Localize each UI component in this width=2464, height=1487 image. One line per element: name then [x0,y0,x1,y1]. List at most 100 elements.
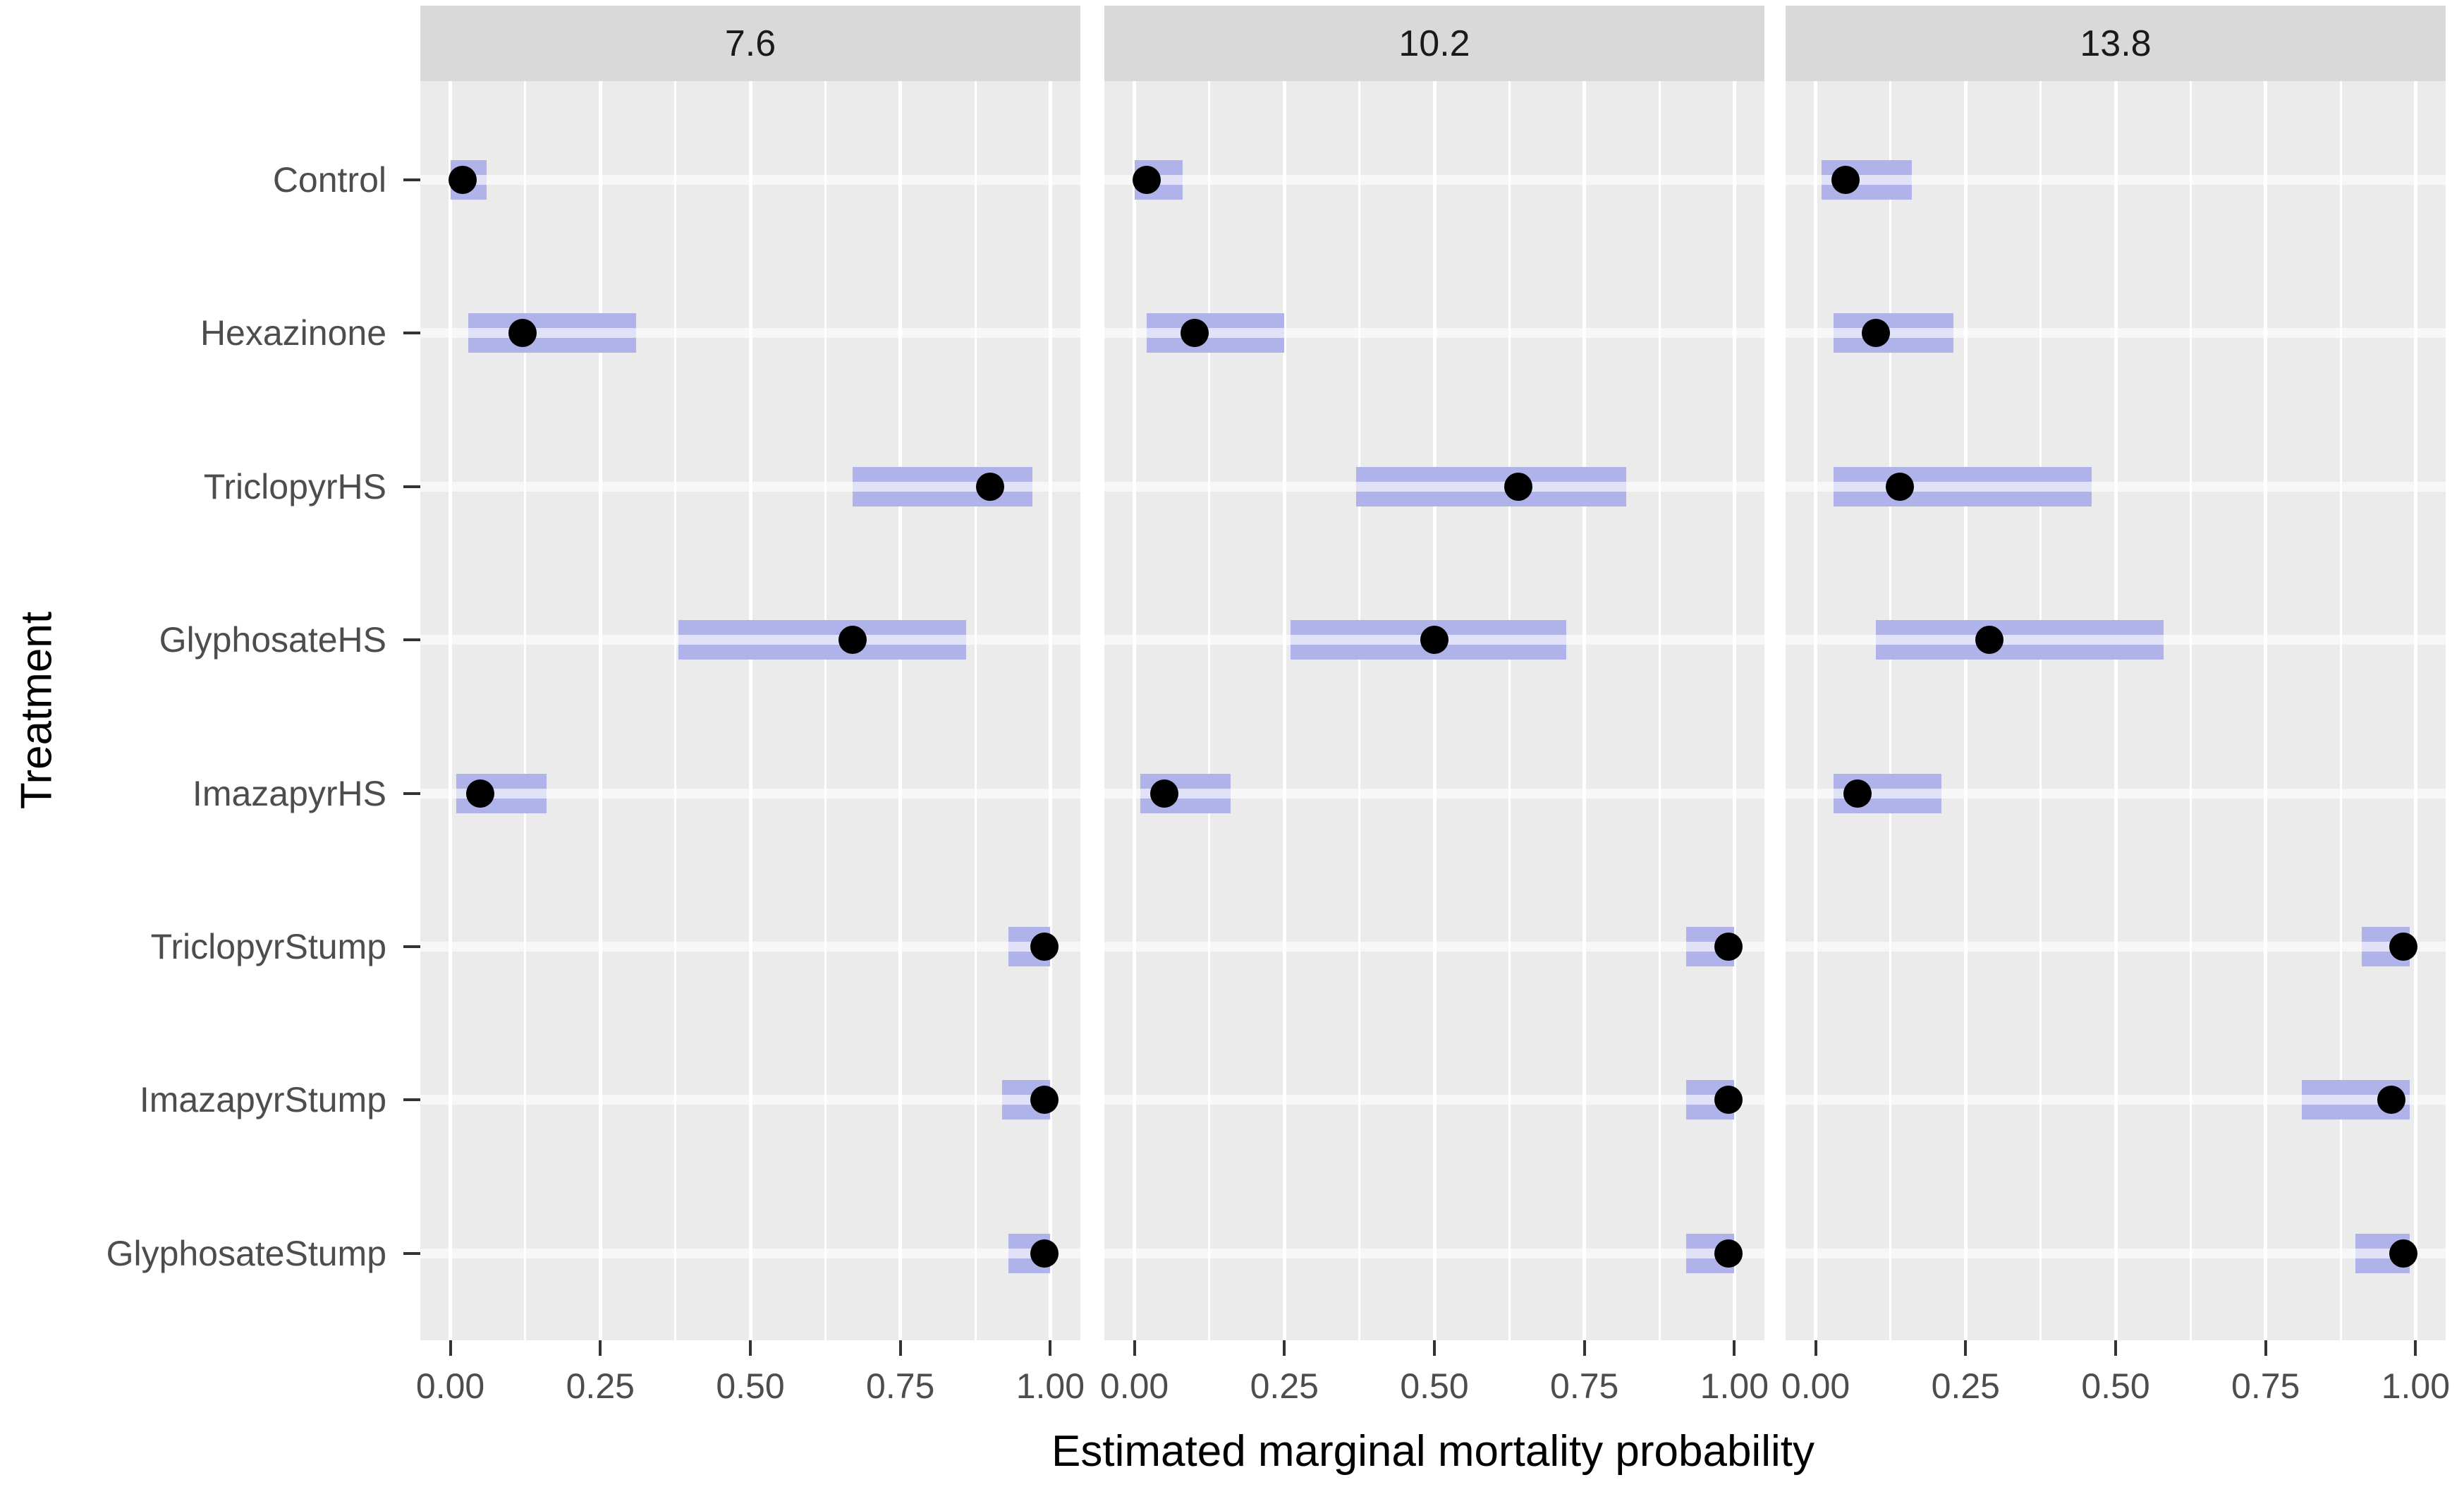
x-tick-mark [1433,1340,1436,1356]
estimate-point [1975,626,2004,655]
x-tick-mark [1049,1340,1052,1356]
y-tick-mark [403,178,420,181]
minor-gridline [2039,81,2042,1340]
x-tick-mark [1814,1340,1817,1356]
y-tick-label: GlyphosateStump [106,1233,386,1273]
row-reference-line [420,328,1080,339]
y-tick-label: TriclopyrHS [203,466,386,506]
row-reference-line [420,788,1080,799]
y-tick-label: Hexazinone [200,313,386,353]
facet-label: 10.2 [1398,23,1470,64]
estimate-point [1420,626,1448,655]
row-reference-line [1104,942,1764,952]
x-tick-label: 1.00 [2381,1366,2451,1406]
panel [1786,81,2446,1340]
minor-gridline [1208,81,1211,1340]
major-gridline [2264,81,2268,1340]
y-tick-mark [403,332,420,335]
x-tick-mark [1582,1340,1586,1356]
estimate-point [976,472,1005,501]
major-gridline [1133,81,1137,1340]
major-gridline [1963,81,1968,1340]
x-tick-mark [1133,1340,1136,1356]
major-gridline [748,81,752,1340]
minor-gridline [1358,81,1361,1340]
x-tick-label: 0.00 [415,1366,485,1406]
x-tick-mark [599,1340,602,1356]
panel [1104,81,1764,1340]
major-gridline [1582,81,1587,1340]
estimate-point [1831,166,1860,194]
panel [420,81,1080,1340]
x-tick-mark [2114,1340,2117,1356]
row-reference-line [1786,942,2446,952]
x-tick-mark [898,1340,902,1356]
facet-strip: 10.2 [1104,6,1764,81]
minor-gridline [1658,81,1661,1340]
row-reference-line [420,1095,1080,1105]
estimate-point [1132,166,1161,194]
row-reference-line [420,942,1080,952]
row-reference-line [1786,328,2446,339]
x-tick-label: 0.50 [716,1366,785,1406]
major-gridline [1432,81,1437,1340]
minor-gridline [824,81,827,1340]
row-reference-line [1786,1248,2446,1258]
x-tick-label: 0.00 [1781,1366,1850,1406]
row-reference-line [420,481,1080,492]
estimate-point [1714,1239,1743,1268]
major-gridline [2413,81,2417,1340]
major-gridline [1048,81,1052,1340]
x-tick-mark [1733,1340,1736,1356]
estimate-point [1861,319,1890,348]
estimate-point [1504,472,1533,501]
estimate-point [2389,933,2418,961]
row-reference-line [1104,175,1764,185]
major-gridline [1814,81,1818,1340]
minor-gridline [524,81,527,1340]
row-reference-line [1104,1248,1764,1258]
x-tick-mark [2264,1340,2267,1356]
estimate-point [1714,933,1743,961]
x-axis-title: Estimated marginal mortality probability [1051,1427,1815,1476]
major-gridline [2114,81,2118,1340]
minor-gridline [2339,81,2342,1340]
major-gridline [598,81,602,1340]
major-gridline [898,81,903,1340]
row-reference-line [1104,481,1764,492]
minor-gridline [1889,81,1892,1340]
facet-strip: 7.6 [420,6,1080,81]
estimate-point [1030,933,1059,961]
estimate-point [1885,472,1914,501]
row-reference-line [1104,1095,1764,1105]
row-reference-line [1786,481,2446,492]
y-tick-label: TriclopyrStump [150,927,386,966]
estimate-point [1030,1239,1059,1268]
x-tick-label: 0.50 [1400,1366,1469,1406]
facet-label: 7.6 [724,23,776,64]
major-gridline [1732,81,1736,1340]
estimate-point [448,166,477,194]
y-tick-mark [403,1098,420,1102]
x-tick-label: 1.00 [1700,1366,1769,1406]
row-reference-line [1104,328,1764,339]
estimate-point [2377,1086,2406,1115]
y-tick-label: ImazapyrHS [192,773,386,813]
facet-label: 13.8 [2080,23,2152,64]
row-reference-line [420,175,1080,185]
y-tick-mark [403,485,420,488]
y-tick-mark [403,1251,420,1255]
y-tick-mark [403,791,420,795]
minor-gridline [2189,81,2192,1340]
x-tick-mark [449,1340,452,1356]
estimate-point [838,626,867,655]
x-tick-label: 0.25 [566,1366,635,1406]
row-reference-line [1786,635,2446,645]
x-tick-label: 0.00 [1099,1366,1169,1406]
estimate-point [1150,779,1179,808]
y-tick-label: ImazapyrStump [139,1080,386,1120]
x-tick-mark [1283,1340,1286,1356]
x-tick-label: 0.25 [1250,1366,1319,1406]
estimate-point [1843,779,1872,808]
